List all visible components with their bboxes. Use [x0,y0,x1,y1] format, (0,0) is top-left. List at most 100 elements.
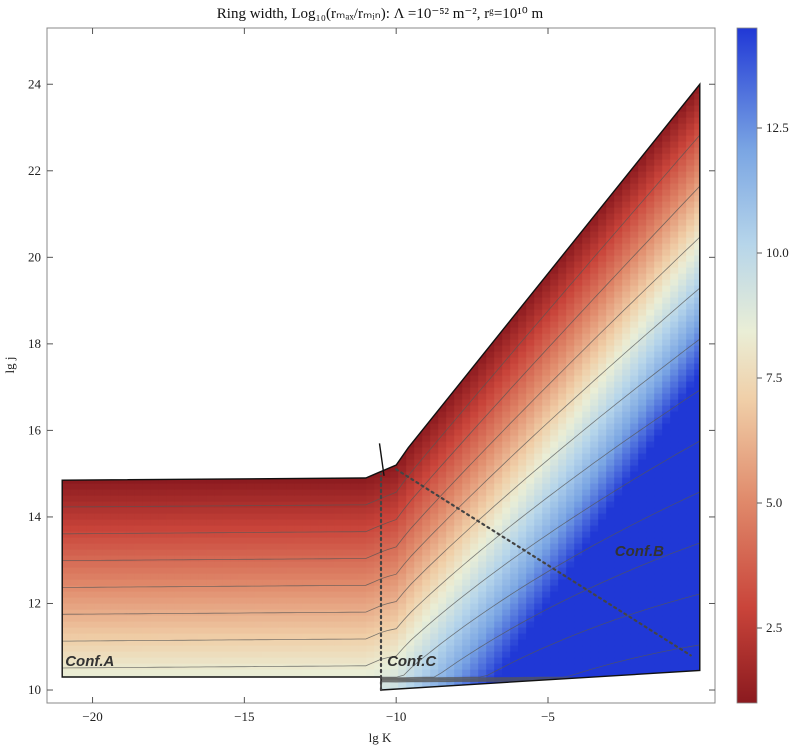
heat-cell [638,381,647,389]
heat-cell [670,573,679,581]
heat-cell [638,225,647,233]
heat-cell [438,555,447,563]
heat-cell [102,609,111,617]
heat-cell [526,387,535,395]
heat-cell [654,375,663,383]
heat-cell [630,537,639,545]
heat-cell [142,513,151,521]
heat-cell [670,267,679,275]
heat-cell [102,579,111,587]
heat-cell [558,279,567,287]
heat-cell [606,381,615,389]
heat-cell [334,615,343,623]
heat-cell [190,513,199,521]
heat-cell [670,663,679,671]
heat-cell [614,243,623,251]
heat-cell [670,135,679,143]
heat-cell [534,309,543,317]
heat-cell [550,489,559,497]
heat-cell [382,694,391,701]
heat-cell [630,297,639,305]
heat-cell [398,597,407,605]
heat-cell [542,507,551,515]
heat-cell [502,369,511,377]
heat-cell [150,561,159,569]
heat-cell [398,633,407,641]
heat-cell [614,435,623,443]
heat-cell [438,459,447,467]
heat-cell [326,519,335,527]
heat-cell [134,694,143,701]
heat-cell [654,441,663,449]
heat-cell [694,471,700,479]
heat-cell [190,615,199,623]
heat-cell [470,627,479,635]
heat-cell [566,543,575,551]
heat-cell [646,657,655,665]
heat-cell [390,537,399,545]
heat-cell [518,363,527,371]
heat-cell [94,633,103,641]
heat-cell [654,495,663,503]
heat-cell [694,105,700,113]
heat-cell [630,375,639,383]
heat-cell [438,423,447,431]
heat-cell [502,615,511,623]
heat-cell [694,195,700,203]
heat-cell [78,663,87,671]
heat-cell [614,267,623,275]
heat-cell [582,273,591,281]
heat-cell [662,111,671,119]
heat-cell [446,573,455,581]
heat-cell [486,615,495,623]
heat-cell [670,423,679,431]
heat-cell [494,333,503,341]
heat-cell [630,483,639,491]
heat-cell [678,381,687,389]
heat-cell [342,603,351,611]
heat-cell [502,441,511,449]
heat-cell [686,153,695,161]
heat-cell [310,507,319,515]
heat-cell [102,639,111,647]
heat-cell [486,369,495,377]
heat-cell [454,447,463,455]
heat-cell [670,657,679,665]
heat-cell [86,543,95,551]
heat-cell [270,669,279,677]
heat-cell [334,519,343,527]
heat-cell [694,465,700,473]
heat-cell [574,609,583,617]
heat-cell [678,567,687,575]
heat-cell [502,591,511,599]
heat-cell [654,165,663,173]
heat-cell [478,603,487,611]
heat-cell [494,351,503,359]
heat-cell [398,669,407,677]
heat-cell [70,651,79,659]
heat-cell [670,231,679,239]
heat-cell [206,645,215,653]
heat-cell [142,483,151,491]
heat-cell [694,501,700,509]
heat-cell [446,687,455,691]
heat-cell [686,615,695,623]
heat-cell [310,585,319,593]
heat-cell [518,555,527,563]
heat-cell [582,261,591,269]
heat-cell [502,669,511,677]
heat-cell [574,615,583,623]
heat-cell [646,201,655,209]
heat-cell [638,501,647,509]
heat-cell [62,537,71,545]
heat-cell [230,549,239,557]
heat-cell [654,657,663,665]
heat-cell [638,495,647,503]
heat-cell [662,501,671,509]
heat-cell [94,597,103,605]
heat-cell [270,603,279,611]
heat-cell [566,561,575,569]
heat-cell [486,585,495,593]
heat-cell [246,519,255,527]
heat-cell [246,477,255,485]
